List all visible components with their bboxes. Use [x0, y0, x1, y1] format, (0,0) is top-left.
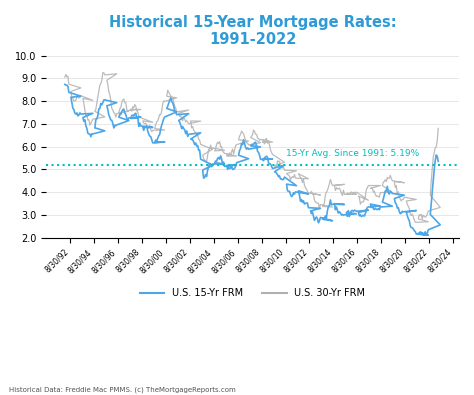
Text: Historical Data: Freddie Mac PMMS. (c) TheMortgageReports.com: Historical Data: Freddie Mac PMMS. (c) T… [9, 386, 236, 393]
Legend: U.S. 15-Yr FRM, U.S. 30-Yr FRM: U.S. 15-Yr FRM, U.S. 30-Yr FRM [136, 284, 369, 302]
Title: Historical 15-Year Mortgage Rates:
1991-2022: Historical 15-Year Mortgage Rates: 1991-… [109, 15, 396, 47]
Text: 15-Yr Avg. Since 1991: 5.19%: 15-Yr Avg. Since 1991: 5.19% [285, 149, 419, 158]
